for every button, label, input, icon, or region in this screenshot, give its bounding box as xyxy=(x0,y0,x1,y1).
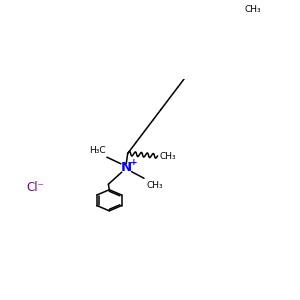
Text: CH₃: CH₃ xyxy=(244,5,261,14)
Text: H₃C: H₃C xyxy=(89,146,105,154)
Text: CH₃: CH₃ xyxy=(146,181,163,190)
Text: CH₃: CH₃ xyxy=(160,152,176,161)
Text: +: + xyxy=(130,158,137,167)
Text: N: N xyxy=(121,161,132,174)
Text: Cl⁻: Cl⁻ xyxy=(27,181,44,194)
